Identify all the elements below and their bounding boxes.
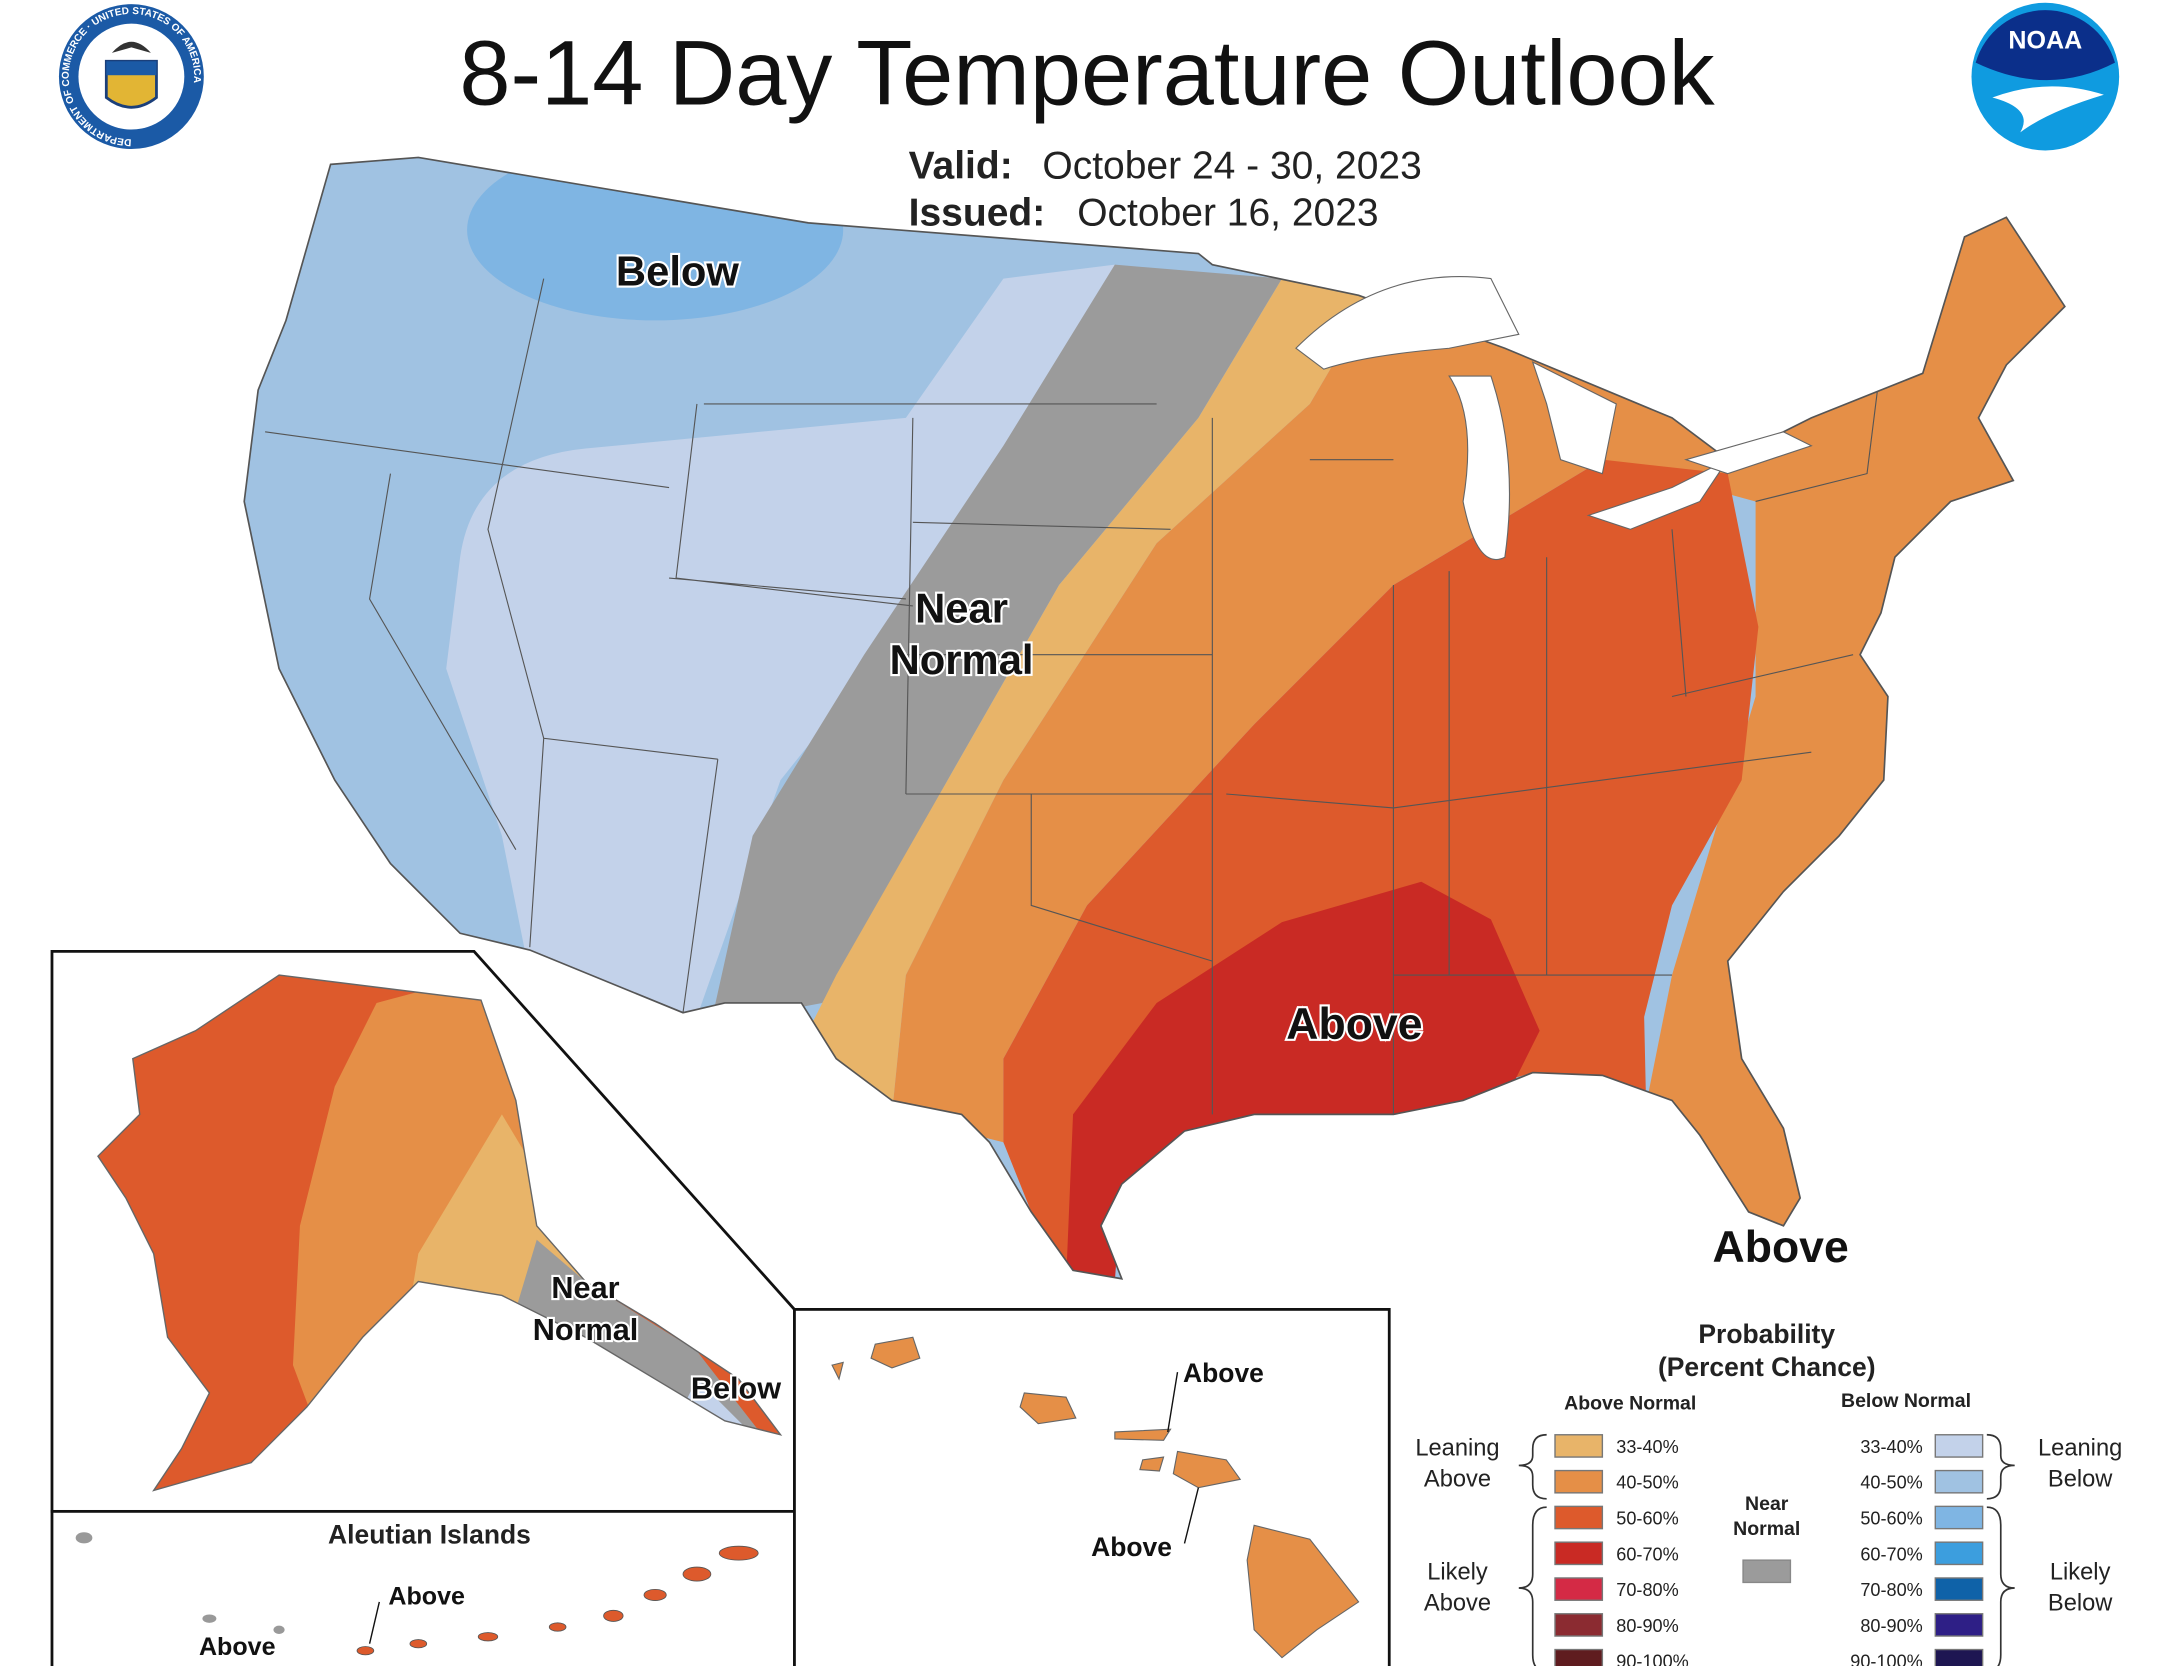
legend-swatch-above-6 xyxy=(1554,1648,1604,1666)
label-alaska-below: Below xyxy=(691,1372,781,1406)
label-aleutian-above-1: Above xyxy=(388,1583,465,1611)
legend-range-above-5: 80-90% xyxy=(1616,1616,1678,1636)
issued-date: October 16, 2023 xyxy=(1077,192,1378,235)
legend-below-header: Below Normal xyxy=(1841,1390,1971,1412)
legend-near-normal-1: Near xyxy=(1745,1493,1789,1515)
legend-range-below-5: 80-90% xyxy=(1860,1616,1922,1636)
legend-range-below-1: 40-50% xyxy=(1860,1473,1922,1493)
legend-swatch-above-0 xyxy=(1554,1434,1604,1458)
noaa-logo: NOAA xyxy=(1971,2,2120,151)
great-lakes xyxy=(1295,276,1813,560)
zone-near-normal xyxy=(710,264,1282,1024)
legend-swatch-above-3 xyxy=(1554,1541,1604,1566)
legend-range-above-2: 50-60% xyxy=(1616,1508,1678,1528)
zone-below-33-40 xyxy=(446,264,1115,1017)
noaa-logo-text: NOAA xyxy=(2008,27,2082,55)
label-conus-near-normal-2: Normal xyxy=(890,636,1034,683)
legend-range-below-3: 60-70% xyxy=(1860,1544,1922,1564)
legend-braces xyxy=(1518,1433,2015,1666)
legend-swatch-below-4 xyxy=(1934,1577,1984,1601)
valid-dates: October 24 - 30, 2023 xyxy=(1042,144,1421,187)
legend-swatch-below-5 xyxy=(1934,1613,1984,1637)
legend-swatch-above-1 xyxy=(1554,1469,1604,1494)
legend-leaning-above-2: Above xyxy=(1424,1466,1491,1492)
label-conus-below: Below xyxy=(616,248,740,295)
legend-leaning-below-1: Leaning xyxy=(2038,1436,2122,1462)
legend-range-above-4: 70-80% xyxy=(1616,1580,1678,1600)
label-hawaii-above-1: Above xyxy=(1183,1358,1264,1388)
legend-swatch-below-0 xyxy=(1934,1434,1984,1458)
map-title: 8-14 Day Temperature Outlook xyxy=(459,22,1715,124)
legend-range-above-6: 90-100% xyxy=(1616,1652,1688,1666)
legend-near-normal-swatch xyxy=(1742,1559,1792,1584)
label-alaska-near-normal-1: Near xyxy=(551,1271,619,1305)
label-alaska-near-normal-2: Normal xyxy=(533,1313,639,1347)
zone-above-33-40 xyxy=(780,278,1380,1115)
legend-near-normal-2: Normal xyxy=(1733,1518,1800,1540)
legend-swatch-above-4 xyxy=(1554,1577,1604,1601)
legend-likely-above-2: Above xyxy=(1424,1590,1491,1616)
conus-outline xyxy=(243,156,2066,1280)
legend-title-1: Probability xyxy=(1698,1319,1835,1349)
legend-range-below-6: 90-100% xyxy=(1850,1652,1922,1666)
legend-range-below-4: 70-80% xyxy=(1860,1580,1922,1600)
legend-range-above-0: 33-40% xyxy=(1616,1437,1678,1457)
legend-likely-below-2: Below xyxy=(2048,1590,2113,1616)
label-aleutian-above-2: Above xyxy=(199,1633,276,1661)
issued-label: Issued: xyxy=(909,192,1046,235)
legend-range-above-1: 40-50% xyxy=(1616,1473,1678,1493)
valid-label: Valid: xyxy=(909,144,1013,187)
legend-swatch-below-1 xyxy=(1934,1469,1984,1494)
legend-above-swatches: 33-40% 40-50% 50-60% 60-70% 70-80% 80-90% 90-1… xyxy=(1554,1434,1689,1666)
legend-range-below-0: 33-40% xyxy=(1860,1437,1922,1457)
legend-range-above-3: 60-70% xyxy=(1616,1544,1678,1564)
legend-swatch-above-2 xyxy=(1554,1505,1604,1530)
aleutian-pointer-line xyxy=(368,1601,381,1644)
legend-swatch-below-2 xyxy=(1934,1505,1984,1530)
probability-legend: Probability (Percent Chance) Above Norma… xyxy=(1415,1319,2122,1666)
label-conus-above: Above xyxy=(1286,1000,1422,1049)
legend-swatch-below-6 xyxy=(1934,1648,1984,1666)
legend-likely-below-1: Likely xyxy=(2050,1560,2111,1586)
label-florida-above: Above xyxy=(1713,1223,1849,1272)
legend-above-header: Above Normal xyxy=(1564,1393,1696,1415)
department-of-commerce-seal: DEPARTMENT OF COMMERCE · UNITED STATES O… xyxy=(58,4,204,150)
hawaii-inset: Above Above xyxy=(793,1308,1391,1666)
legend-range-below-2: 50-60% xyxy=(1860,1508,1922,1528)
aleutian-inset: Aleutian Islands Above Above xyxy=(50,1509,796,1666)
legend-leaning-above-1: Leaning xyxy=(1415,1436,1499,1462)
legend-likely-above-1: Likely xyxy=(1427,1560,1488,1586)
state-boundaries xyxy=(265,278,1882,1115)
label-conus-near-normal-1: Near xyxy=(915,585,1008,632)
legend-leaning-below-2: Below xyxy=(2048,1466,2113,1492)
legend-swatch-above-5 xyxy=(1554,1613,1604,1637)
aleutian-title: Aleutian Islands xyxy=(328,1519,531,1549)
legend-swatch-below-3 xyxy=(1934,1541,1984,1566)
alaska-inset: Near Normal Below xyxy=(50,950,796,1513)
zone-above-60-70 xyxy=(1066,881,1540,1279)
label-hawaii-above-2: Above xyxy=(1091,1532,1172,1562)
legend-below-swatches: 33-40% 40-50% 50-60% 60-70% 70-80% 80-90% 90-1… xyxy=(1850,1434,1984,1666)
legend-title-2: (Percent Chance) xyxy=(1658,1352,1876,1382)
